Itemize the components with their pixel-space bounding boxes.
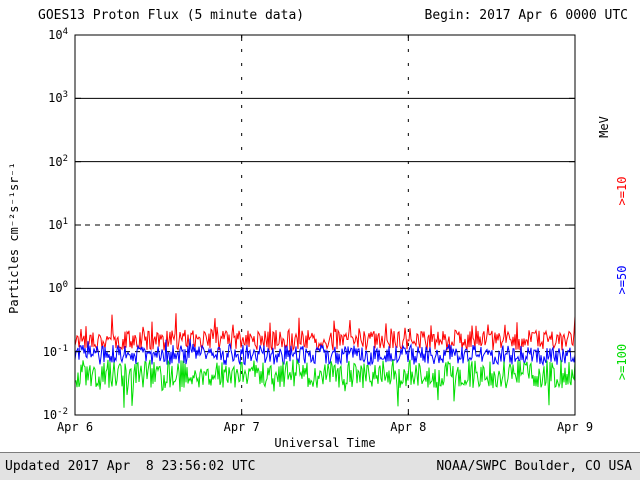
legend-label->=50: >=50 bbox=[615, 265, 629, 295]
y-tick-label-1e1: 101 bbox=[48, 217, 68, 232]
y-axis-label: Particles cm⁻²s⁻¹sr⁻¹ bbox=[7, 162, 21, 314]
y-tick-label-1e2: 102 bbox=[48, 153, 68, 169]
updated-timestamp: Updated 2017 Apr 8 23:56:02 UTC bbox=[5, 459, 256, 474]
y-tick-label-1e3: 103 bbox=[48, 90, 68, 106]
legend-label->=10: >=10 bbox=[615, 176, 629, 206]
y-tick-label-1e-2: 10-2 bbox=[42, 407, 68, 422]
x-tick-label: Apr 9 bbox=[556, 420, 594, 434]
x-tick-label: Apr 6 bbox=[56, 420, 94, 434]
y-tick-label-1e-1: 10-1 bbox=[42, 343, 68, 359]
flux-series->=50 bbox=[74, 338, 576, 367]
footer-bar: Updated 2017 Apr 8 23:56:02 UTC NOAA/SWP… bbox=[0, 452, 640, 480]
y-tick-label-1e4: 104 bbox=[48, 27, 68, 42]
right-axis-unit-label: MeV bbox=[597, 116, 611, 138]
x-axis-label: Universal Time bbox=[274, 436, 376, 450]
source-credit: NOAA/SWPC Boulder, CO USA bbox=[436, 459, 632, 474]
flux-series->=10 bbox=[74, 313, 576, 352]
legend-label->=100: >=100 bbox=[615, 343, 629, 381]
x-tick-label: Apr 8 bbox=[390, 420, 427, 434]
begin-timestamp: Begin: 2017 Apr 6 0000 UTC bbox=[424, 8, 629, 23]
y-tick-label-1e0: 100 bbox=[48, 280, 68, 296]
x-tick-label: Apr 7 bbox=[223, 420, 260, 434]
chart-title: GOES13 Proton Flux (5 minute data) bbox=[38, 8, 305, 23]
flux-series->=100 bbox=[74, 359, 576, 408]
